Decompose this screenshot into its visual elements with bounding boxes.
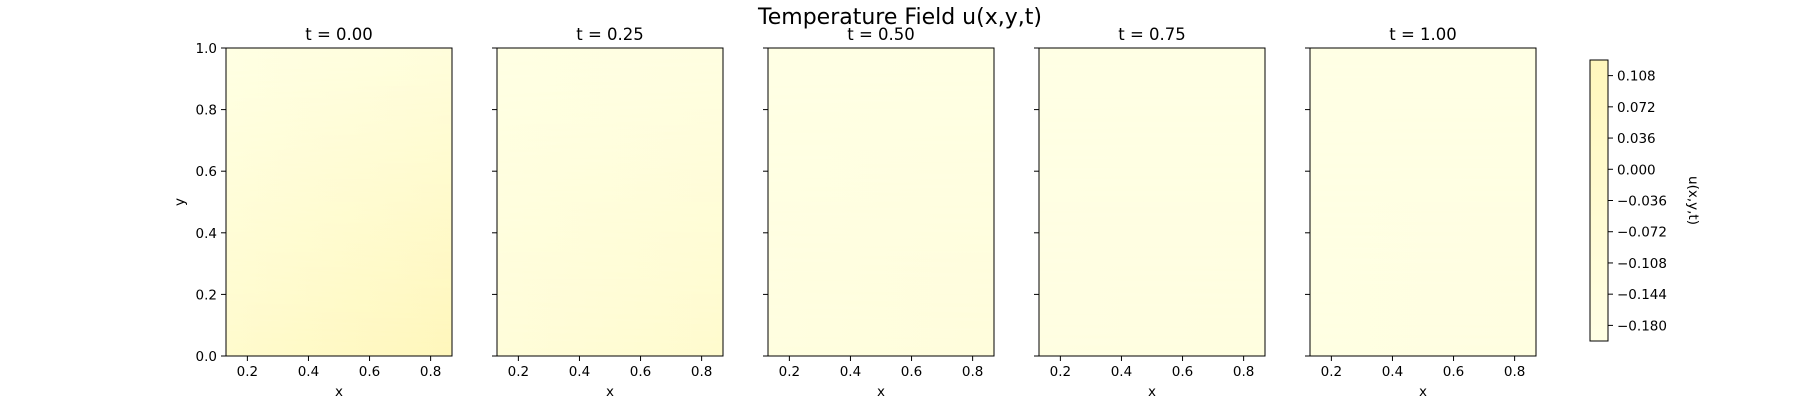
x-tick-label: 0.6 xyxy=(1443,364,1464,380)
axes-frame xyxy=(1038,47,1266,357)
colorbar-gradient xyxy=(1590,60,1608,341)
colorbar-label: u(x,y,t) xyxy=(1685,176,1701,225)
x-tick-label: 0.8 xyxy=(962,364,983,380)
x-tick-label: 0.4 xyxy=(1382,364,1403,380)
axes-frame xyxy=(1309,47,1537,357)
colorbar-tick-label: −0.180 xyxy=(1617,318,1667,334)
x-tick-label: 0.8 xyxy=(1233,364,1254,380)
colorbar-tick-label: −0.036 xyxy=(1617,194,1667,210)
x-tick-label: 0.6 xyxy=(901,364,922,380)
axes-frame xyxy=(496,47,724,357)
y-tick-label: 1.0 xyxy=(196,41,217,57)
panel-title: t = 0.50 xyxy=(847,25,915,44)
panel-0: t = 0.00 0.2 0.4 0.6 0.8 x 0.0 0.2 0.4 0.6 0.8 1.0 y xyxy=(172,25,453,400)
x-tick-label: 0.2 xyxy=(1321,364,1342,380)
x-tick-label: 0.6 xyxy=(359,364,380,380)
colorbar-tick-label: 0.072 xyxy=(1617,100,1656,116)
panel-title: t = 0.00 xyxy=(305,25,373,44)
heatmap-field-overlay xyxy=(768,48,994,356)
panel-1: t = 0.25 0.2 0.4 0.6 0.8 x xyxy=(492,25,724,400)
panel-3: t = 0.75 0.2 0.4 0.6 0.8 x xyxy=(1034,25,1266,400)
y-axis-label: y xyxy=(172,198,188,206)
x-axis-label: x xyxy=(606,384,614,400)
panel-2: t = 0.50 0.2 0.4 0.6 0.8 x xyxy=(763,25,995,400)
colorbar-tick-label: −0.108 xyxy=(1617,256,1667,272)
panel-title: t = 0.75 xyxy=(1118,25,1186,44)
panel-title: t = 1.00 xyxy=(1389,25,1457,44)
axes-frame xyxy=(225,47,453,357)
x-tick-label: 0.8 xyxy=(691,364,712,380)
x-tick-label: 0.4 xyxy=(298,364,319,380)
x-tick-label: 0.4 xyxy=(840,364,861,380)
y-tick-label: 0.4 xyxy=(196,226,217,242)
x-tick-label: 0.2 xyxy=(1050,364,1071,380)
panel-title: t = 0.25 xyxy=(576,25,644,44)
heatmap-field-overlay xyxy=(226,48,452,356)
colorbar-tick-label: 0.036 xyxy=(1617,131,1656,147)
x-axis-label: x xyxy=(1419,384,1427,400)
colorbar-tick-label: 0.108 xyxy=(1617,69,1656,85)
heatmap-field-overlay xyxy=(1310,48,1536,356)
x-tick-label: 0.6 xyxy=(630,364,651,380)
x-tick-label: 0.4 xyxy=(569,364,590,380)
figure-title: Temperature Field u(x,y,t) xyxy=(757,5,1042,30)
x-tick-label: 0.4 xyxy=(1111,364,1132,380)
x-axis-label: x xyxy=(877,384,885,400)
x-tick-label: 0.6 xyxy=(1172,364,1193,380)
panel-4: t = 1.00 0.2 0.4 0.6 0.8 x xyxy=(1305,25,1537,400)
colorbar-tick-label: 0.000 xyxy=(1617,162,1656,178)
x-tick-label: 0.2 xyxy=(508,364,529,380)
x-tick-label: 0.2 xyxy=(237,364,258,380)
colorbar-tick-label: −0.144 xyxy=(1617,287,1667,303)
x-axis-label: x xyxy=(1148,384,1156,400)
heatmap-field-overlay xyxy=(497,48,723,356)
x-tick-label: 0.8 xyxy=(1504,364,1525,380)
colorbar: 0.108 0.072 0.036 0.000 −0.036 −0.072 −0.108 −0… xyxy=(1589,59,1701,342)
heatmap-field-overlay xyxy=(1039,48,1265,356)
x-tick-label: 0.2 xyxy=(779,364,800,380)
axes-frame xyxy=(767,47,995,357)
x-axis-label: x xyxy=(335,384,343,400)
y-tick-label: 0.8 xyxy=(196,103,217,119)
y-tick-label: 0.2 xyxy=(196,287,217,303)
y-tick-label: 0.6 xyxy=(196,164,217,180)
colorbar-tick-label: −0.072 xyxy=(1617,225,1667,241)
y-tick-label: 0.0 xyxy=(196,349,217,365)
x-tick-label: 0.8 xyxy=(420,364,441,380)
